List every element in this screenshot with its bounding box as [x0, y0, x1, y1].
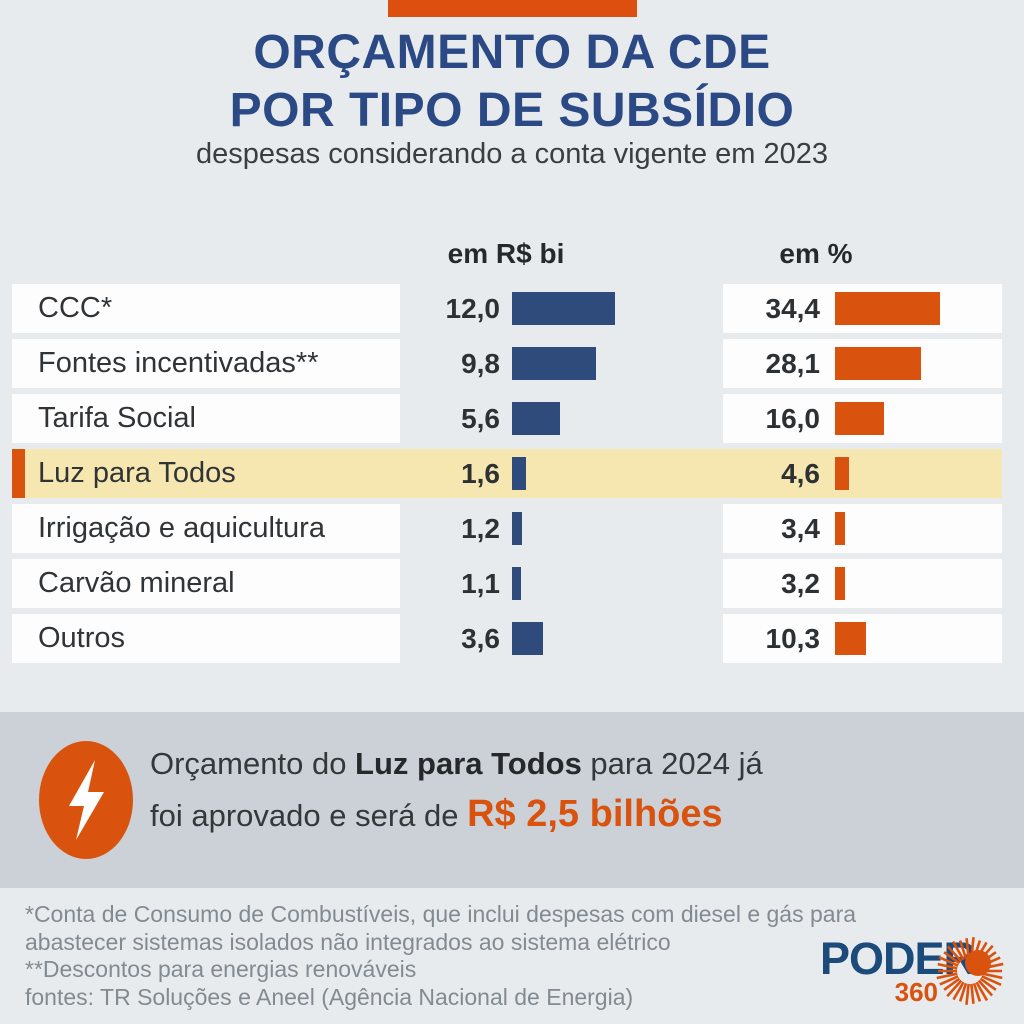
callout-line-1: Orçamento do Luz para Todos para 2024 já — [150, 738, 763, 789]
callout-band: Orçamento do Luz para Todos para 2024 já… — [0, 712, 1024, 888]
table-row: Fontes incentivadas** 9,8 28,1 — [0, 339, 1024, 388]
bar-percent — [835, 457, 850, 490]
column-header-rsbi: em R$ bi — [447, 238, 565, 269]
value-rsbi: 1,2 — [461, 512, 500, 544]
page-subtitle: despesas considerando a conta vigente em… — [196, 138, 828, 170]
callout-text: Orçamento do Luz para Todos para 2024 já… — [150, 738, 763, 841]
page-title: ORÇAMENTO DA CDE POR TIPO DE SUBSÍDIO — [0, 24, 1024, 140]
footnotes: *Conta de Consumo de Combustíveis, que i… — [25, 901, 856, 1011]
row-label: Luz para Todos — [38, 457, 236, 489]
row-label: Tarifa Social — [38, 402, 196, 434]
table-row: Outros 3,6 10,3 — [0, 614, 1024, 663]
value-percent: 34,4 — [765, 292, 821, 324]
bar-rsbi — [512, 457, 526, 490]
value-rsbi: 1,1 — [461, 567, 500, 599]
footnote-line: **Descontos para energias renováveis — [25, 956, 417, 982]
row-label-card — [12, 284, 400, 333]
callout-amount: R$ 2,5 bilhões — [467, 793, 723, 835]
row-label-card — [12, 394, 400, 443]
bar-percent — [835, 622, 867, 655]
bar-percent — [835, 347, 921, 380]
bar-percent — [835, 402, 884, 435]
row-label: CCC* — [38, 292, 113, 324]
footnote-line: *Conta de Consumo de Combustíveis, que i… — [25, 901, 857, 927]
bar-rsbi — [512, 292, 615, 325]
bar-rsbi — [512, 512, 523, 545]
footnote-line: abastecer sistemas isolados não integrad… — [25, 928, 671, 955]
table-row: Carvão mineral 1,1 3,2 — [0, 559, 1024, 608]
row-label: Irrigação e aquicultura — [38, 512, 325, 544]
footnote-line: fontes: TR Soluções e Aneel (Agência Nac… — [25, 983, 634, 1010]
top-accent-bar — [388, 0, 637, 17]
bar-rsbi — [512, 347, 597, 380]
table-row-highlighted: Luz para Todos 1,6 4,6 — [0, 449, 1024, 498]
bar-rsbi — [512, 567, 522, 600]
callout-line1-suffix: para 2024 já — [581, 746, 763, 781]
bar-percent — [835, 567, 845, 600]
callout-line1-bold: Luz para Todos — [355, 746, 582, 781]
column-header-pct: em % — [779, 238, 853, 269]
callout-line2-prefix: foi aprovado e será de — [150, 798, 468, 833]
bar-rsbi — [512, 622, 543, 655]
row-label: Fontes incentivadas** — [38, 347, 319, 379]
value-rsbi: 5,6 — [461, 402, 500, 434]
table-row: Irrigação e aquicultura 1,2 3,4 — [0, 504, 1024, 553]
table-row: Tarifa Social 5,6 16,0 — [0, 394, 1024, 443]
value-rsbi: 3,6 — [461, 622, 500, 654]
lightning-icon — [38, 740, 134, 860]
bar-percent — [835, 512, 846, 545]
highlight-accent-marker — [12, 449, 25, 498]
row-label-card — [12, 504, 400, 553]
value-rsbi: 12,0 — [445, 292, 501, 324]
row-percent-card — [723, 504, 1002, 553]
row-percent-card — [723, 559, 1002, 608]
title-line-1: ORÇAMENTO DA CDE — [253, 26, 771, 79]
row-label-card — [12, 559, 400, 608]
bar-percent — [835, 292, 940, 325]
poder360-starburst-icon — [936, 934, 1008, 1006]
value-rsbi: 1,6 — [461, 457, 500, 489]
value-rsbi: 9,8 — [461, 347, 500, 379]
value-percent: 3,2 — [781, 567, 820, 599]
value-percent: 4,6 — [781, 457, 820, 489]
bar-table: CCC* 12,0 34,4 Fontes incentivadas** 9,8 28,1… — [0, 284, 1024, 669]
value-percent: 10,3 — [765, 622, 821, 654]
callout-line1-prefix: Orçamento do — [150, 746, 356, 781]
poder360-logo-number: 360 — [894, 977, 938, 1007]
table-row: CCC* 12,0 34,4 — [0, 284, 1024, 333]
row-label: Carvão mineral — [38, 567, 235, 599]
row-label-card — [12, 339, 400, 388]
value-percent: 28,1 — [765, 347, 821, 379]
callout-line-2: foi aprovado e será de R$ 2,5 bilhões — [150, 789, 763, 841]
value-percent: 3,4 — [781, 512, 820, 544]
title-line-2: POR TIPO DE SUBSÍDIO — [229, 84, 795, 137]
value-percent: 16,0 — [765, 402, 821, 434]
bar-rsbi — [512, 402, 561, 435]
row-label: Outros — [38, 622, 126, 654]
row-label-card — [12, 614, 400, 663]
